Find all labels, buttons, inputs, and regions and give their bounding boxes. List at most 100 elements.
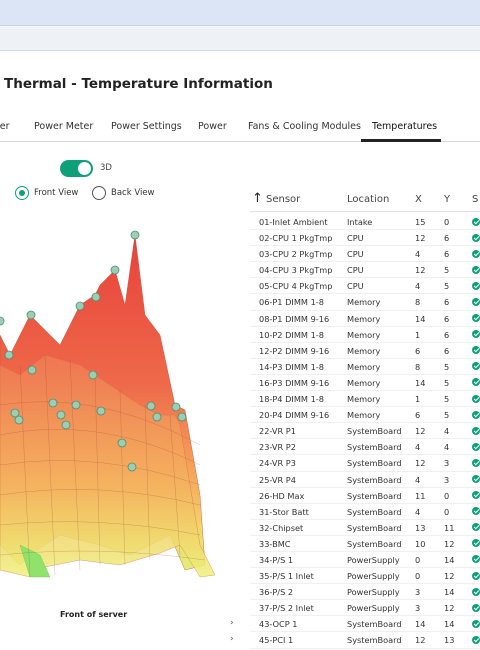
thermal-3d-surface[interactable] — [0, 215, 225, 585]
sensor-marker[interactable] — [0, 316, 5, 326]
cell-x: 4 — [415, 442, 421, 453]
cell-location: Memory — [347, 313, 381, 324]
sensor-marker[interactable] — [177, 412, 187, 422]
cell-x: 4 — [415, 506, 421, 517]
status-ok-icon — [472, 362, 480, 371]
sensor-marker[interactable] — [26, 310, 36, 320]
table-row[interactable]: 08-P1 DIMM 9-16 Memory 14 6 — [250, 311, 480, 327]
col-header-y[interactable]: Y — [444, 194, 451, 205]
sensor-marker[interactable] — [130, 230, 140, 240]
sensor-marker[interactable] — [27, 365, 37, 375]
sensor-marker[interactable] — [117, 438, 127, 448]
sensor-table-body: 01-Inlet Ambient Intake 15 0 02-CPU 1 PkgTmp… — [250, 214, 480, 649]
sensor-marker[interactable] — [96, 406, 106, 416]
cell-location: Memory — [347, 361, 381, 372]
cell-x: 14 — [415, 313, 426, 324]
cell-sensor: 14-P3 DIMM 1-8 — [259, 361, 324, 372]
table-row[interactable]: 02-CPU 1 PkgTmp CPU 12 6 — [250, 230, 480, 247]
table-row[interactable]: 18-P4 DIMM 1-8 Memory 1 5 — [250, 391, 480, 408]
tab-temperatures[interactable]: Temperatures — [372, 121, 438, 132]
col-header-status[interactable]: S — [472, 194, 479, 205]
table-row[interactable]: 12-P2 DIMM 9-16 Memory 6 6 — [250, 343, 480, 359]
table-row[interactable]: 20-P4 DIMM 9-16 Memory 6 5 — [250, 407, 480, 424]
cell-location: SystemBoard — [347, 619, 402, 630]
sensor-marker[interactable] — [127, 462, 137, 472]
table-row[interactable]: 24-VR P3 SystemBoard 12 3 — [250, 455, 480, 472]
tab-power-partial[interactable]: wer — [0, 121, 10, 132]
expand-row-chevron-icon[interactable]: › — [230, 618, 234, 628]
tab-power[interactable]: Power — [198, 121, 227, 132]
cell-location: SystemBoard — [347, 635, 402, 646]
sensor-marker[interactable] — [48, 398, 58, 408]
table-row[interactable]: 31-Stor Batt SystemBoard 4 0 — [250, 504, 480, 520]
status-ok-icon — [472, 394, 480, 403]
cell-x: 12 — [415, 265, 426, 276]
table-row[interactable]: 05-CPU 4 PkgTmp CPU 4 5 — [250, 278, 480, 295]
cell-y: 12 — [444, 538, 455, 549]
sensor-marker[interactable] — [71, 400, 81, 410]
sort-ascending-icon[interactable]: ↑ — [252, 191, 263, 206]
cell-sensor: 12-P2 DIMM 9-16 — [259, 345, 330, 356]
front-view-radio[interactable] — [15, 186, 29, 200]
status-ok-icon — [472, 539, 480, 548]
table-row[interactable]: 04-CPU 3 PkgTmp CPU 12 5 — [250, 262, 480, 279]
sensor-marker[interactable] — [146, 401, 156, 411]
cell-y: 6 — [444, 233, 450, 244]
sensor-marker[interactable] — [10, 408, 20, 418]
surface-grid — [0, 354, 206, 578]
cell-y: 14 — [444, 554, 455, 565]
sensor-marker[interactable] — [171, 402, 181, 412]
back-view-radio[interactable] — [92, 186, 106, 200]
cell-location: CPU — [347, 265, 364, 276]
sensor-marker[interactable] — [56, 410, 66, 420]
tab-power-meter[interactable]: Power Meter — [34, 121, 94, 132]
cell-sensor: 16-P3 DIMM 9-16 — [259, 377, 330, 388]
tab-power-settings[interactable]: Power Settings — [111, 121, 182, 132]
tab-fans-cooling[interactable]: Fans & Cooling Modules — [248, 121, 361, 132]
status-ok-icon — [472, 281, 480, 290]
table-row[interactable]: 43-OCP 1 SystemBoard 14 14 — [250, 616, 480, 633]
cell-y: 0 — [444, 506, 450, 517]
col-header-location[interactable]: Location — [347, 194, 390, 205]
table-row[interactable]: 16-P3 DIMM 9-16 Memory 14 5 — [250, 375, 480, 392]
cell-x: 4 — [415, 281, 421, 292]
table-header: ↑ Sensor Location X Y S — [250, 190, 480, 212]
sensor-marker[interactable] — [91, 292, 101, 302]
status-ok-icon — [472, 314, 480, 323]
cell-sensor: 10-P2 DIMM 1-8 — [259, 329, 324, 340]
sensor-marker[interactable] — [4, 350, 14, 360]
table-row[interactable]: 35-P/S 1 Inlet PowerSupply 0 12 — [250, 568, 480, 585]
table-row[interactable]: 10-P2 DIMM 1-8 Memory 1 6 — [250, 327, 480, 343]
table-row[interactable]: 37-P/S 2 Inlet PowerSupply 3 12 — [250, 600, 480, 617]
cell-sensor: 32-Chipset — [259, 522, 304, 533]
table-row[interactable]: 06-P1 DIMM 1-8 Memory 8 6 — [250, 294, 480, 311]
table-row[interactable]: 23-VR P2 SystemBoard 4 4 — [250, 439, 480, 456]
sensor-marker[interactable] — [152, 412, 162, 422]
table-row[interactable]: 14-P3 DIMM 1-8 Memory 8 5 — [250, 359, 480, 375]
front-view-label: Front View — [34, 188, 79, 198]
cell-y: 5 — [444, 377, 450, 388]
table-row[interactable]: 33-BMC SystemBoard 10 12 — [250, 536, 480, 552]
browser-top-bar — [0, 0, 480, 26]
sensor-marker[interactable] — [14, 415, 24, 425]
table-row[interactable]: 34-P/S 1 PowerSupply 0 14 — [250, 552, 480, 569]
table-row[interactable]: 45-PCI 1 SystemBoard 12 13 — [250, 632, 480, 649]
cell-y: 12 — [444, 603, 455, 614]
table-row[interactable]: 32-Chipset SystemBoard 13 11 — [250, 520, 480, 536]
sensor-marker[interactable] — [61, 420, 71, 430]
cell-sensor: 23-VR P2 — [259, 442, 296, 453]
sensor-marker[interactable] — [75, 301, 85, 311]
col-header-x[interactable]: X — [415, 194, 422, 205]
sensor-marker[interactable] — [88, 370, 98, 380]
table-row[interactable]: 03-CPU 2 PkgTmp CPU 4 6 — [250, 246, 480, 263]
table-row[interactable]: 22-VR P1 SystemBoard 12 4 — [250, 423, 480, 440]
surface-front — [0, 354, 216, 578]
col-header-sensor[interactable]: Sensor — [266, 194, 301, 205]
table-row[interactable]: 36-P/S 2 PowerSupply 3 14 — [250, 584, 480, 601]
table-row[interactable]: 25-VR P4 SystemBoard 4 3 — [250, 472, 480, 488]
table-row[interactable]: 01-Inlet Ambient Intake 15 0 — [250, 214, 480, 231]
expand-row-chevron-icon[interactable]: › — [230, 634, 234, 644]
sensor-marker[interactable] — [110, 265, 120, 275]
toggle-3d-switch[interactable] — [60, 160, 93, 177]
table-row[interactable]: 26-HD Max SystemBoard 11 0 — [250, 488, 480, 504]
